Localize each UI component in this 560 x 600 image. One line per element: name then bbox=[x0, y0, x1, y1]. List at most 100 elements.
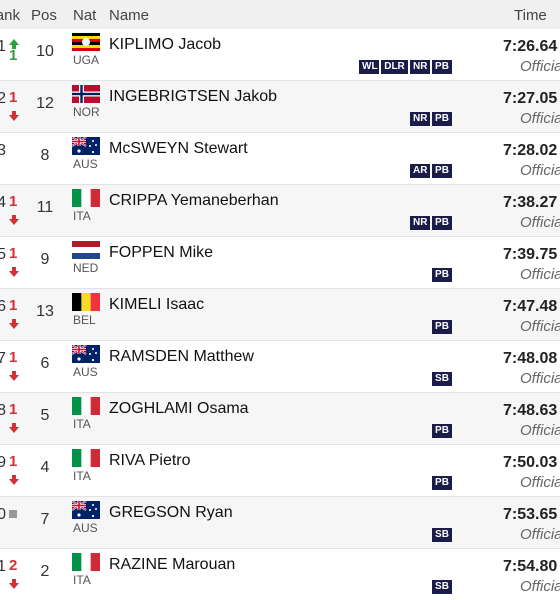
athlete-name: INGEBRIGTSEN Jakob bbox=[109, 88, 278, 105]
position: 8 bbox=[40, 147, 50, 164]
flag bbox=[72, 241, 100, 260]
result-status: Official bbox=[520, 370, 560, 387]
badge: PB bbox=[432, 164, 452, 178]
rank-change: 1 bbox=[9, 349, 18, 366]
badge: NR bbox=[410, 112, 430, 126]
rank-change: 1 bbox=[9, 245, 18, 262]
trend-arrow bbox=[9, 108, 19, 126]
result-time: 7:48.63 bbox=[503, 402, 558, 419]
result-status: Official bbox=[520, 422, 560, 439]
badge: SB bbox=[432, 372, 452, 386]
result-status: Official bbox=[520, 214, 560, 231]
trend-arrow bbox=[9, 316, 19, 334]
position: 11 bbox=[36, 199, 54, 216]
result-status: Official bbox=[520, 318, 560, 335]
athlete-name: RAMSDEN Matthew bbox=[109, 348, 254, 365]
trend-arrow bbox=[9, 36, 19, 54]
country-code: NED bbox=[73, 261, 99, 275]
rank: 8 bbox=[0, 402, 6, 419]
position: 4 bbox=[40, 459, 50, 476]
rank-change: 1 bbox=[9, 297, 18, 314]
rank: 10 bbox=[0, 506, 6, 523]
position: 6 bbox=[40, 355, 50, 372]
badge: PB bbox=[432, 216, 452, 230]
result-time: 7:26.64 bbox=[503, 38, 558, 55]
badge: SB bbox=[432, 580, 452, 594]
result-time: 7:48.08 bbox=[503, 350, 558, 367]
rank-change: 1 bbox=[9, 453, 18, 470]
result-status: Official bbox=[520, 474, 560, 491]
rank: 11 bbox=[0, 558, 6, 575]
rank: 5 bbox=[0, 246, 6, 263]
flag bbox=[72, 553, 101, 571]
result-time: 7:28.02 bbox=[503, 142, 558, 159]
athlete-name: FOPPEN Mike bbox=[109, 244, 214, 261]
header-pos: Pos bbox=[31, 7, 57, 24]
athlete-name: RIVA Pietro bbox=[109, 452, 191, 469]
badge: NR bbox=[410, 216, 430, 230]
result-status: Official bbox=[520, 162, 560, 179]
flag bbox=[71, 136, 100, 155]
result-time: 7:38.27 bbox=[503, 194, 558, 211]
badge: PB bbox=[432, 60, 452, 74]
badge: WL bbox=[359, 60, 379, 74]
rank-change: 1 bbox=[9, 193, 18, 210]
result-status: Official bbox=[520, 58, 560, 75]
result-status: Official bbox=[520, 526, 560, 543]
result-time: 7:50.03 bbox=[503, 454, 558, 471]
result-time: 7:47.48 bbox=[503, 298, 558, 315]
athlete-name: GREGSON Ryan bbox=[109, 504, 233, 521]
athlete-name: KIPLIMO Jacob bbox=[109, 36, 222, 53]
header-nat: Nat bbox=[73, 7, 97, 24]
athlete-name: CRIPPA Yemaneberhan bbox=[109, 192, 279, 209]
flag bbox=[72, 33, 100, 52]
rank-change: 1 bbox=[9, 89, 18, 106]
header-rank: Rank bbox=[0, 7, 20, 24]
country-code: ITA bbox=[73, 573, 91, 587]
result-time: 7:54.80 bbox=[503, 558, 558, 575]
result-status: Official bbox=[520, 578, 560, 595]
trend-arrow bbox=[9, 420, 19, 438]
flag bbox=[72, 85, 100, 103]
header-time: Time bbox=[514, 7, 547, 24]
position: 9 bbox=[40, 251, 50, 268]
position: 7 bbox=[40, 511, 50, 528]
rank-change: 1 bbox=[9, 401, 18, 418]
flag bbox=[71, 344, 100, 363]
country-code: AUS bbox=[73, 365, 98, 379]
country-code: ITA bbox=[73, 417, 91, 431]
badge: PB bbox=[432, 112, 452, 126]
rank: 7 bbox=[0, 350, 6, 367]
position: 13 bbox=[36, 303, 54, 320]
country-code: UGA bbox=[73, 53, 100, 67]
result-status: Official bbox=[520, 266, 560, 283]
trend-arrow bbox=[9, 368, 19, 386]
flag bbox=[72, 189, 101, 207]
country-code: ITA bbox=[73, 469, 91, 483]
flag bbox=[71, 500, 100, 519]
trend-arrow bbox=[9, 576, 19, 594]
position: 10 bbox=[36, 43, 54, 60]
country-code: ITA bbox=[73, 209, 91, 223]
position: 12 bbox=[36, 95, 54, 112]
badge: PB bbox=[432, 320, 452, 334]
rank-change: 2 bbox=[9, 557, 18, 574]
badge: PB bbox=[432, 424, 452, 438]
badge: SB bbox=[432, 528, 452, 542]
athlete-name: McSWEYN Stewart bbox=[109, 140, 248, 157]
flag bbox=[72, 449, 101, 467]
rank: 9 bbox=[0, 454, 6, 471]
trend-marker bbox=[9, 510, 17, 518]
position: 2 bbox=[40, 563, 50, 580]
country-code: AUS bbox=[73, 521, 98, 535]
badge: NR bbox=[410, 60, 430, 74]
country-code: NOR bbox=[73, 105, 100, 119]
flag bbox=[72, 293, 101, 311]
trend-arrow bbox=[9, 212, 19, 230]
rank-change: 1 bbox=[9, 47, 18, 64]
athlete-name: RAZINE Marouan bbox=[109, 556, 236, 573]
position: 5 bbox=[40, 407, 50, 424]
header-name: Name bbox=[109, 7, 150, 24]
athlete-name: KIMELI Isaac bbox=[109, 296, 205, 313]
